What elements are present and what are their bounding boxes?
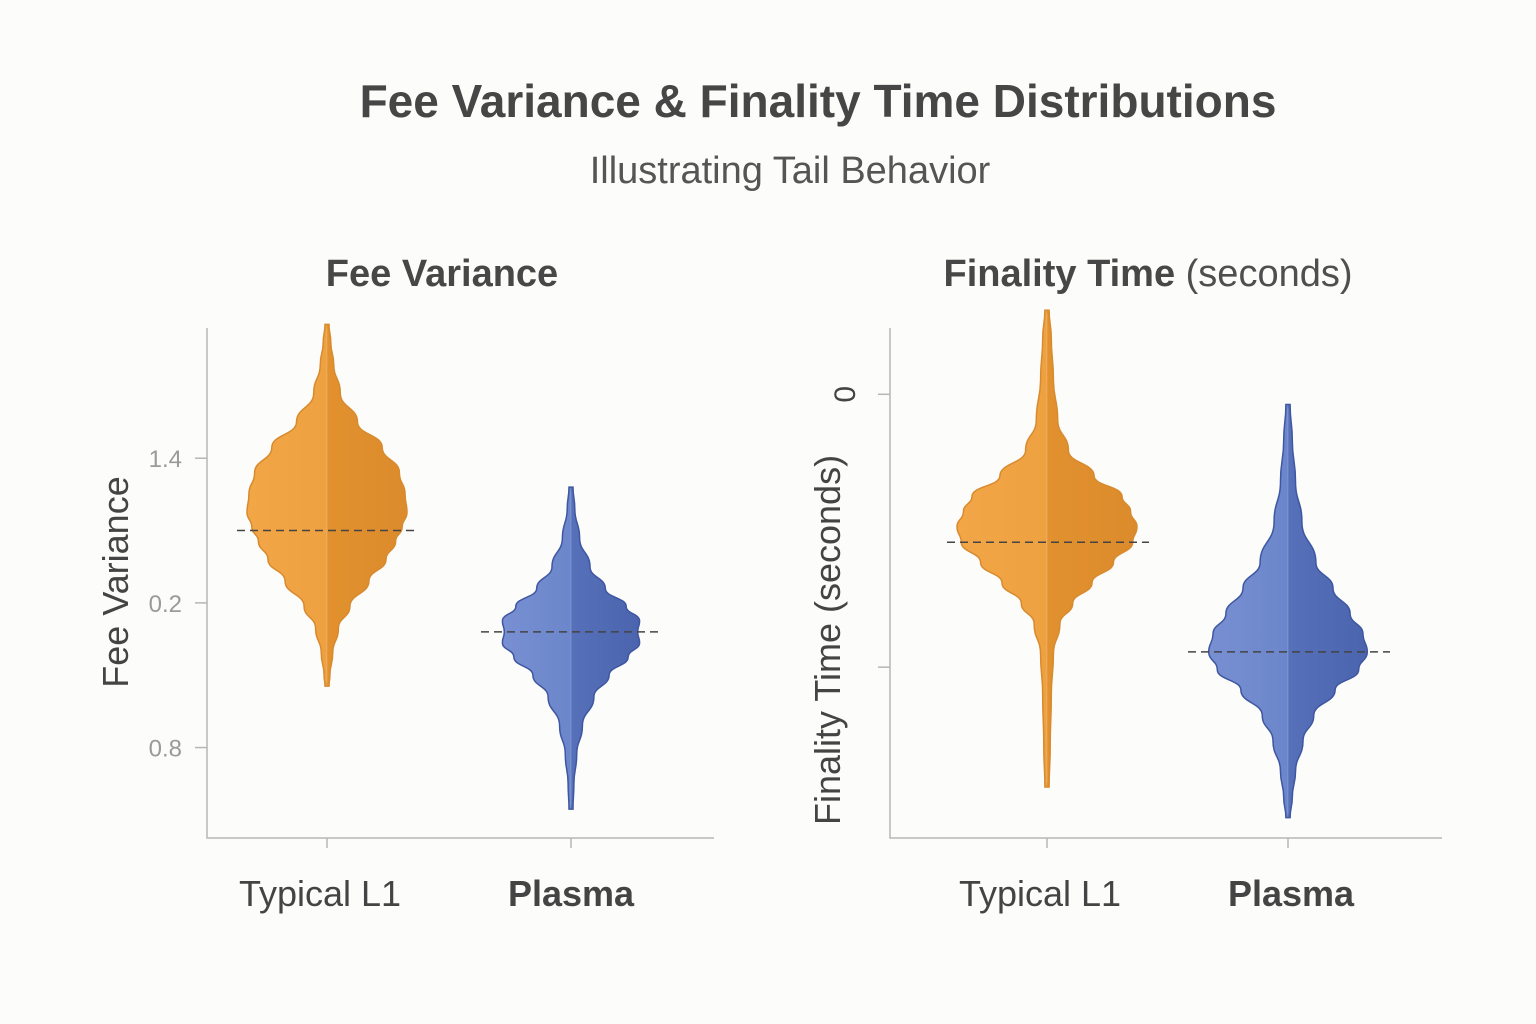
x-category-label: Typical L1 [959, 873, 1121, 914]
violin-plasma [1207, 403, 1369, 819]
panel-title: Finality Time (seconds) [944, 253, 1353, 295]
x-category-label: Plasma [1228, 873, 1355, 914]
panel-title: Fee Variance [326, 253, 558, 295]
panel-finality-time: Finality Time (seconds) 0 Finality Time (s… [807, 253, 1442, 914]
x-category-label: Plasma [508, 873, 635, 914]
y-axis-label: Finality Time (seconds) [807, 455, 848, 825]
panel-title-suffix: (seconds) [1175, 253, 1352, 295]
violin-typical-l1 [956, 309, 1138, 788]
x-category-label: Typical L1 [239, 873, 401, 914]
violin-typical-l1 [246, 323, 408, 687]
axis-lines [889, 328, 1442, 839]
main-title: Fee Variance & Finality Time Distributio… [359, 75, 1277, 127]
y-tick-label: 0.2 [149, 591, 182, 618]
panel-title-main: Fee Variance [326, 253, 558, 295]
y-axis-label: Fee Variance [95, 476, 136, 687]
y-tick-label: 1.4 [149, 446, 182, 473]
panel-title-main: Finality Time [944, 253, 1176, 295]
violin-plasma [501, 486, 641, 810]
y-tick-label: 0.8 [149, 736, 182, 763]
axis-lines [206, 328, 714, 839]
subtitle: Illustrating Tail Behavior [589, 150, 991, 192]
panel-fee-variance: Fee Variance 1.4 0.2 0.8 Fee Variance Typical… [95, 253, 714, 914]
y-tick-label: 0 [829, 386, 862, 403]
